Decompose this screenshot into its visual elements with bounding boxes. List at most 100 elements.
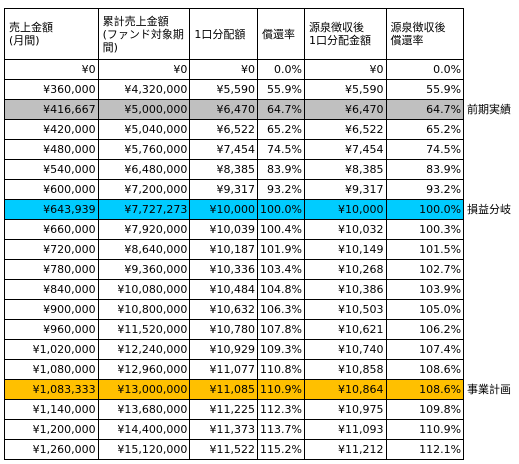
table-row: ¥1,140,000 ¥13,680,000 ¥11,225 112.3% ¥10,97… — [4, 399, 519, 420]
note-cell — [464, 9, 519, 60]
cell: ¥10,740 — [304, 339, 387, 360]
cell: ¥1,200,000 — [4, 419, 99, 440]
cell: ¥4,320,000 — [97, 79, 191, 100]
cell: 55.9% — [385, 79, 465, 100]
cell: ¥840,000 — [4, 279, 99, 300]
cell: 100.3% — [385, 219, 465, 240]
note-cell — [464, 360, 519, 380]
cell: 83.9% — [385, 159, 465, 180]
cell: 115.2% — [257, 439, 305, 460]
note-cell — [464, 60, 519, 80]
cell: ¥10,187 — [189, 239, 259, 260]
cell: 107.8% — [257, 319, 305, 340]
note-cell — [464, 280, 519, 300]
cell: 103.9% — [385, 279, 465, 300]
header-cell: 1口分配額 — [189, 8, 259, 60]
cell: ¥7,454 — [304, 139, 387, 160]
cell: ¥600,000 — [4, 179, 99, 200]
cell: ¥10,800,000 — [97, 299, 191, 320]
note-cell — [464, 340, 519, 360]
cell: ¥8,640,000 — [97, 239, 191, 260]
cell: ¥11,077 — [189, 359, 259, 380]
table-row: ¥900,000 ¥10,800,000 ¥10,632 106.3% ¥10,503 1… — [4, 299, 519, 320]
cell: ¥11,373 — [189, 419, 259, 440]
table-row: ¥780,000 ¥9,360,000 ¥10,336 103.4% ¥10,268 10… — [4, 259, 519, 280]
cell: 113.7% — [257, 419, 305, 440]
cell: ¥1,020,000 — [4, 339, 99, 360]
cell: ¥10,975 — [304, 399, 387, 420]
cell: ¥10,780 — [189, 319, 259, 340]
cell: ¥643,939 — [4, 199, 99, 220]
cell: ¥14,400,000 — [97, 419, 191, 440]
cell: 55.9% — [257, 79, 305, 100]
cell: 74.5% — [385, 139, 465, 160]
cell: ¥11,212 — [304, 439, 387, 460]
cell: 102.7% — [385, 259, 465, 280]
cell: ¥10,929 — [189, 339, 259, 360]
cell: 108.6% — [385, 359, 465, 380]
cell: ¥9,317 — [189, 179, 259, 200]
cell: ¥9,360,000 — [97, 259, 191, 280]
cell: ¥10,000 — [304, 199, 387, 220]
cell: 100.4% — [257, 219, 305, 240]
note-cell — [464, 440, 519, 460]
cell: ¥660,000 — [4, 219, 99, 240]
header-row: 売上金額 (月間) 累計売上金額 (ファンド対象期間) 1口分配額 償還率 源泉徴収後 … — [4, 8, 519, 60]
cell: ¥5,040,000 — [97, 119, 191, 140]
row-note: 事業計画 — [467, 383, 512, 396]
row-note: 損益分岐 — [467, 203, 512, 216]
cell: ¥11,093 — [304, 419, 387, 440]
table-row: ¥416,667 ¥5,000,000 ¥6,470 64.7% ¥6,470 64.7%… — [4, 99, 519, 120]
cell: 110.9% — [257, 379, 305, 400]
note-cell — [464, 300, 519, 320]
cell: ¥780,000 — [4, 259, 99, 280]
cell: 100.0% — [257, 199, 305, 220]
table-row: ¥0 ¥0 ¥0 0.0% ¥0 0.0% — [4, 59, 519, 80]
cell: ¥7,200,000 — [97, 179, 191, 200]
cell: ¥6,470 — [189, 99, 259, 120]
cell: ¥10,336 — [189, 259, 259, 280]
cell: 107.4% — [385, 339, 465, 360]
cell: ¥10,632 — [189, 299, 259, 320]
cell: ¥6,522 — [304, 119, 387, 140]
table-row: ¥1,083,333 ¥13,000,000 ¥11,085 110.9% ¥10,86… — [4, 379, 519, 400]
cell: ¥7,727,273 — [97, 199, 191, 220]
cell: ¥10,000 — [189, 199, 259, 220]
cell: ¥10,621 — [304, 319, 387, 340]
header-cell: 源泉徴収後 償還率 — [385, 8, 465, 60]
cell: ¥10,080,000 — [97, 279, 191, 300]
header-cell: 源泉徴収後 1口分配金額 — [304, 8, 387, 60]
cell: ¥10,858 — [304, 359, 387, 380]
cell: ¥360,000 — [4, 79, 99, 100]
header-cell: 累計売上金額 (ファンド対象期間) — [97, 8, 191, 60]
cell: ¥5,590 — [189, 79, 259, 100]
cell: ¥10,149 — [304, 239, 387, 260]
cell: ¥1,260,000 — [4, 439, 99, 460]
table-row: ¥600,000 ¥7,200,000 ¥9,317 93.2% ¥9,317 93.2% — [4, 179, 519, 200]
table-row: ¥960,000 ¥11,520,000 ¥10,780 107.8% ¥10,621 1… — [4, 319, 519, 340]
cell: ¥10,032 — [304, 219, 387, 240]
cell: ¥0 — [304, 59, 387, 80]
cell: ¥720,000 — [4, 239, 99, 260]
cell: ¥9,317 — [304, 179, 387, 200]
cell: 93.2% — [257, 179, 305, 200]
cell: 64.7% — [257, 99, 305, 120]
cell: ¥10,039 — [189, 219, 259, 240]
cell: ¥8,385 — [189, 159, 259, 180]
cell: ¥6,522 — [189, 119, 259, 140]
note-cell — [464, 220, 519, 240]
cell: ¥10,864 — [304, 379, 387, 400]
cell: 0.0% — [385, 59, 465, 80]
row-note: 前期実績 — [467, 103, 512, 116]
cell: ¥10,484 — [189, 279, 259, 300]
note-cell — [464, 260, 519, 280]
cell: ¥5,590 — [304, 79, 387, 100]
cell: ¥11,520,000 — [97, 319, 191, 340]
cell: ¥7,920,000 — [97, 219, 191, 240]
cell: ¥1,083,333 — [4, 379, 99, 400]
cell: ¥10,268 — [304, 259, 387, 280]
table-row: ¥420,000 ¥5,040,000 ¥6,522 65.2% ¥6,522 65.2% — [4, 119, 519, 140]
cell: ¥11,085 — [189, 379, 259, 400]
cell: 93.2% — [385, 179, 465, 200]
